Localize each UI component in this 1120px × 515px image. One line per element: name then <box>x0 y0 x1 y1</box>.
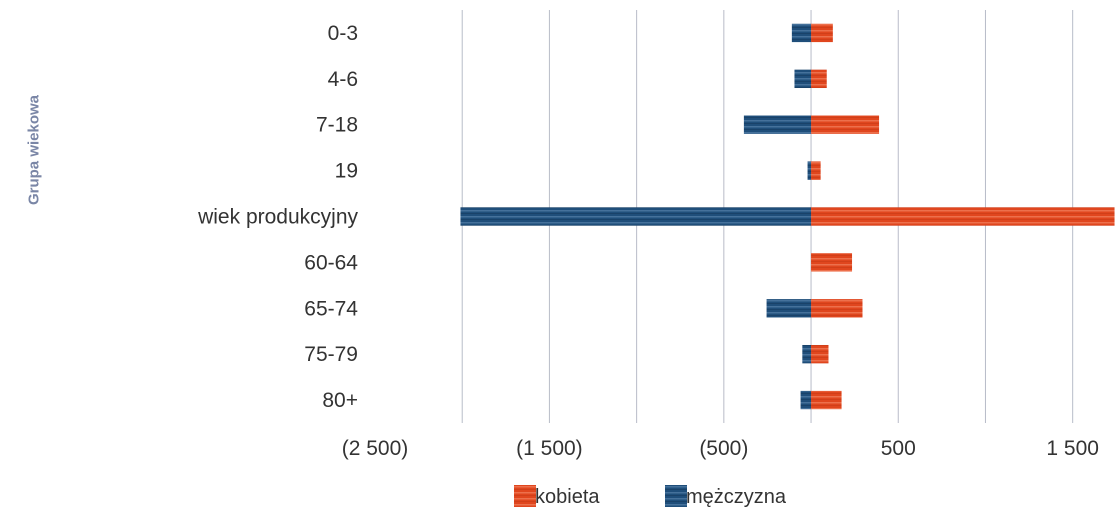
legend-label-male: mężczyzna <box>686 486 787 508</box>
category-label: 0-3 <box>328 22 358 45</box>
category-label: 4-6 <box>328 68 358 91</box>
legend-label-female: kobieta <box>535 486 600 508</box>
category-label: 65-74 <box>304 297 358 320</box>
bar-male-0 <box>791 23 812 43</box>
bar-male-6 <box>766 299 812 318</box>
category-label: wiek produkcyjny <box>197 206 358 229</box>
bar-male-1 <box>794 69 812 89</box>
bar-male-3 <box>807 161 812 180</box>
bar-female-4 <box>811 207 1115 226</box>
x-tick-label: 1 500 <box>1046 437 1099 460</box>
bar-female-0 <box>811 23 833 43</box>
bar-female-8 <box>811 390 842 410</box>
bar-male-7 <box>802 344 812 364</box>
category-label: 75-79 <box>304 343 358 366</box>
bar-female-3 <box>811 161 821 180</box>
bar-female-5 <box>811 253 853 272</box>
bar-male-2 <box>743 115 812 134</box>
category-label: 80+ <box>322 389 358 412</box>
category-label: 60-64 <box>304 251 358 274</box>
bar-male-8 <box>800 390 812 410</box>
bar-female-6 <box>811 299 863 318</box>
x-tick-label: (1 500) <box>516 437 583 460</box>
bar-female-1 <box>811 69 827 89</box>
legend-swatch-female <box>514 485 536 507</box>
x-tick-label: (500) <box>699 437 748 460</box>
x-tick-label: (2 500) <box>342 437 409 460</box>
category-label: 7-18 <box>316 114 358 137</box>
legend-swatch-male <box>665 485 687 507</box>
bar-male-4 <box>460 207 812 226</box>
bar-female-7 <box>811 344 829 364</box>
bar-female-2 <box>811 115 880 134</box>
x-tick-label: 500 <box>881 437 916 460</box>
category-label: 19 <box>335 160 358 183</box>
